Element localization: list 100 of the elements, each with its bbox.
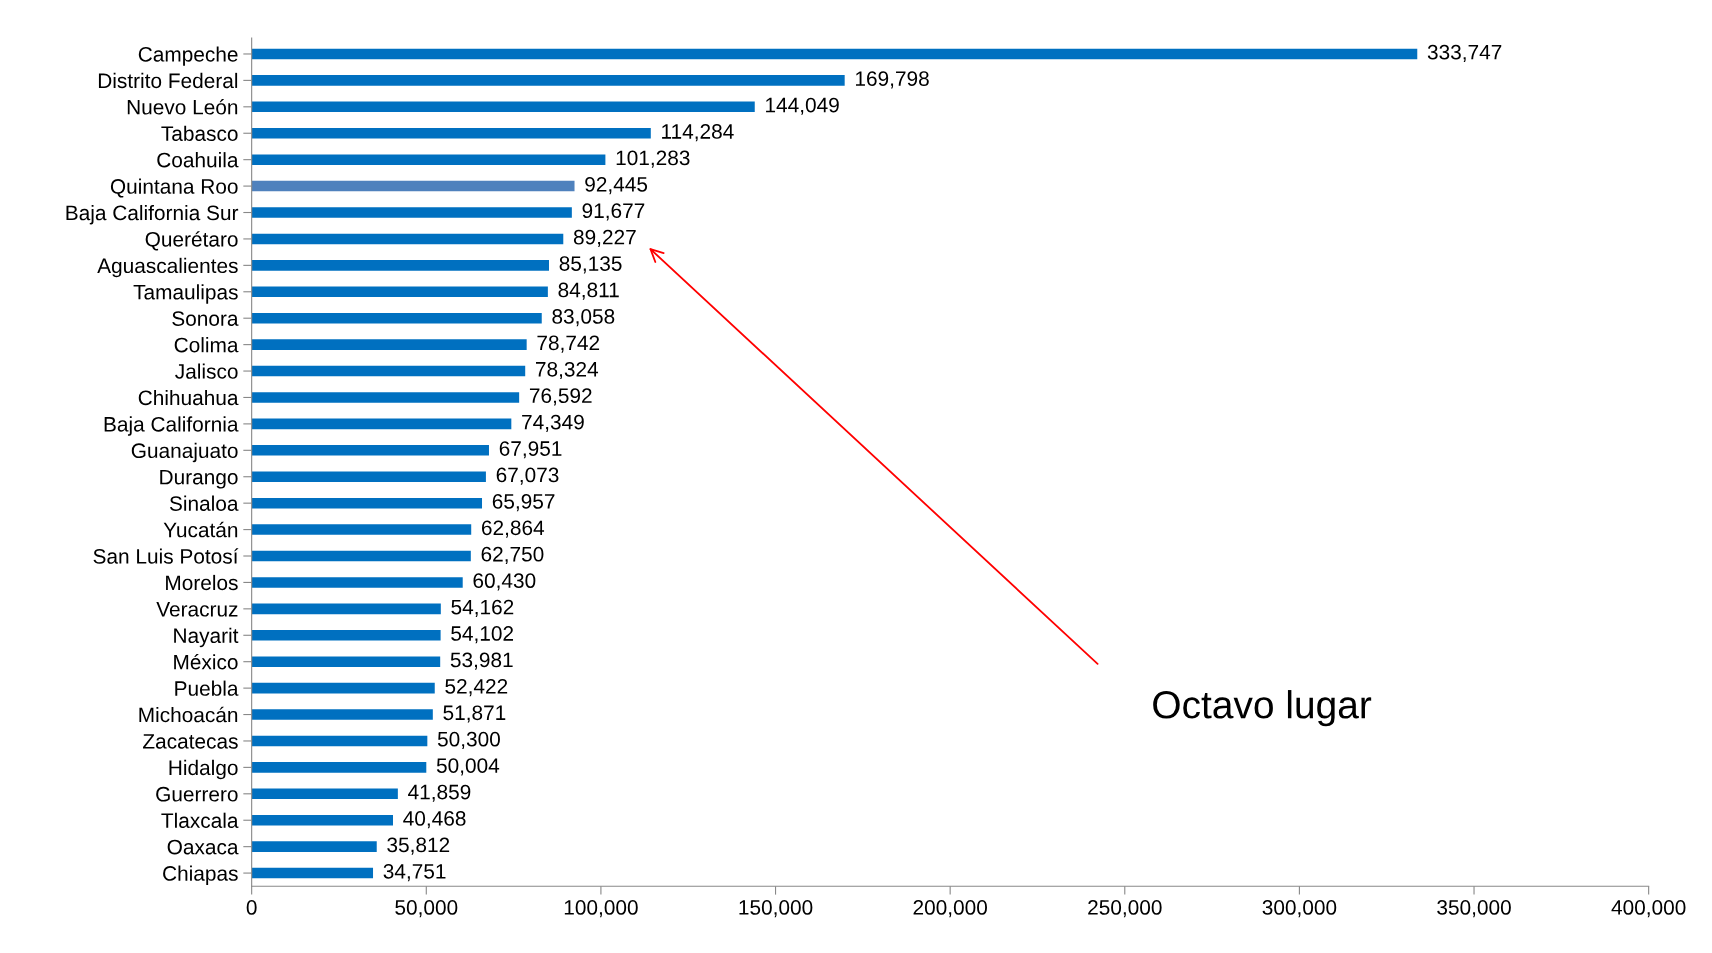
data-label: 50,004 — [436, 758, 500, 776]
bar — [251, 656, 441, 667]
x-tick-label: 400,000 — [1611, 900, 1686, 918]
bar — [251, 75, 845, 86]
data-label: 62,864 — [482, 520, 545, 538]
y-tick-label: Yucatán — [163, 521, 238, 538]
bar — [251, 788, 398, 800]
bar — [251, 682, 435, 694]
bar — [251, 339, 527, 350]
data-label: 74,349 — [522, 414, 584, 432]
data-label: 50,300 — [437, 731, 500, 750]
bar — [251, 814, 393, 826]
y-tick-label: Durango — [160, 469, 238, 489]
data-label: 67,073 — [496, 467, 559, 485]
y-tick-label: Tabasco — [161, 125, 238, 141]
y-tick-label: Sinaloa — [169, 495, 239, 511]
x-tick-label: 250,000 — [1088, 900, 1162, 918]
bar — [251, 867, 374, 879]
data-label: 53,981 — [450, 652, 513, 670]
x-tick-label: 100,000 — [564, 900, 638, 918]
bar — [251, 841, 377, 852]
bar — [251, 550, 471, 562]
data-label: 54,102 — [451, 626, 514, 644]
y-tick-label: Morelos — [166, 574, 238, 591]
y-tick-label: Puebla — [175, 680, 239, 696]
data-label: 91,677 — [582, 203, 645, 221]
data-label: 78,742 — [537, 335, 600, 353]
bar — [251, 418, 512, 430]
data-label: 89,227 — [573, 229, 636, 247]
data-label: 101,283 — [616, 150, 690, 168]
bar — [251, 233, 564, 245]
bar — [251, 762, 427, 773]
bar — [251, 471, 486, 483]
y-tick-label: Campeche — [138, 46, 238, 66]
bar — [251, 101, 755, 113]
bar — [251, 603, 441, 615]
data-label: 76,592 — [529, 388, 592, 406]
data-label: 144,049 — [766, 97, 839, 115]
bar — [251, 286, 548, 298]
data-label: 40,468 — [403, 811, 466, 829]
bar — [251, 709, 433, 720]
data-label: 333,747 — [1427, 44, 1502, 63]
y-tick-label: Zacatecas — [143, 734, 238, 749]
bar — [251, 524, 472, 535]
data-label: 41,859 — [408, 784, 471, 802]
y-tick-label: Jalisco — [175, 363, 238, 379]
data-label: 51,871 — [443, 705, 506, 723]
data-label: 60,430 — [473, 573, 536, 591]
bar — [251, 392, 520, 403]
y-tick-label: Baja California Sur — [66, 204, 239, 225]
bar — [251, 497, 483, 509]
x-tick-label: 300,000 — [1262, 900, 1337, 918]
y-tick-label: Nuevo León — [127, 99, 238, 115]
y-tick-label: Nayarit — [174, 627, 239, 648]
bar — [251, 735, 428, 747]
data-label: 169,798 — [855, 71, 929, 89]
bar — [251, 127, 651, 139]
annotation: Octavo lugar — [1153, 690, 1372, 727]
y-tick-label: México — [174, 653, 238, 670]
data-label: 34,751 — [383, 863, 446, 882]
bar — [251, 207, 572, 218]
y-tick-label: Sonora — [172, 311, 239, 326]
x-tick-label: 150,000 — [739, 900, 813, 918]
y-tick-label: Aguascalientes — [97, 257, 238, 278]
data-label: 85,135 — [559, 256, 622, 274]
bar — [251, 180, 575, 192]
bar — [251, 48, 1418, 60]
data-label: 67,951 — [499, 441, 562, 459]
data-label: 83,058 — [552, 309, 615, 327]
y-tick-label: Tlaxcala — [161, 812, 239, 828]
x-tick-label: 350,000 — [1437, 900, 1511, 918]
y-tick-label: Michoacán — [139, 706, 238, 723]
y-tick-label: Quintana Roo — [110, 178, 238, 198]
y-tick-label: Guanajuato — [131, 442, 238, 463]
y-tick-label: Tamaulipas — [133, 284, 238, 304]
bar — [251, 154, 606, 165]
x-tick-label: 0 — [246, 900, 257, 915]
y-tick-label: Baja California — [104, 416, 239, 436]
bar — [251, 629, 441, 641]
data-label: 78,324 — [536, 361, 599, 380]
y-tick-label: Chiapas — [163, 865, 238, 885]
data-label: 92,445 — [585, 176, 648, 195]
x-tick-label: 200,000 — [913, 900, 987, 918]
data-label: 35,812 — [387, 837, 450, 855]
x-tick-label: 50,000 — [395, 900, 458, 918]
y-tick-label: Oaxaca — [167, 839, 239, 855]
y-tick-label: Guerrero — [156, 786, 238, 802]
y-tick-label: Veracruz — [156, 602, 238, 617]
data-label: 114,284 — [662, 124, 734, 142]
y-tick-label: Coahuila — [157, 152, 239, 168]
data-label: 52,422 — [445, 678, 508, 697]
y-tick-label: San Luis Potosí — [93, 548, 239, 564]
bar — [251, 365, 526, 377]
bar — [251, 260, 549, 271]
data-label: 62,750 — [481, 546, 544, 565]
bar — [251, 577, 463, 588]
y-tick-label: Colima — [174, 337, 239, 353]
bar — [251, 312, 542, 324]
y-tick-label: Querétaro — [145, 231, 238, 251]
y-tick-label: Chihuahua — [138, 389, 239, 406]
